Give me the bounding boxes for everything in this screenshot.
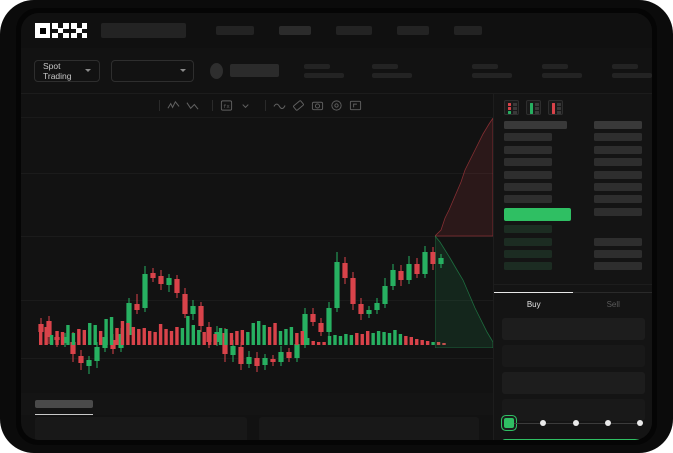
orderbook-bid-row[interactable] (504, 237, 642, 246)
order-form-row-1[interactable] (502, 318, 645, 340)
panel-divider (494, 284, 652, 285)
pair-name (230, 64, 279, 77)
gridline (21, 300, 493, 301)
price-chart[interactable] (21, 118, 493, 393)
orderbook-mark-price (504, 207, 642, 221)
stepper-track (514, 422, 541, 424)
order-book[interactable] (494, 121, 652, 296)
orders-tab-bar (21, 393, 493, 415)
fullscreen-icon[interactable] (349, 99, 362, 112)
stepper-step-2[interactable] (540, 420, 547, 426)
stepper-step-1-active[interactable] (504, 418, 514, 428)
search-input[interactable] (101, 23, 186, 38)
tab-open-orders[interactable] (35, 400, 93, 415)
logo-letter-x (71, 23, 87, 38)
orderbook-bid-row[interactable] (504, 249, 642, 258)
orderbook-col-price (504, 121, 567, 129)
orderbook-ask-row[interactable] (504, 145, 642, 154)
stat-item (542, 63, 582, 78)
top-navigation-bar (21, 13, 652, 48)
orderbook-mode-asks[interactable] (548, 100, 563, 115)
depth-chart-overlay (435, 118, 493, 348)
indicators-icon[interactable]: fx (220, 99, 233, 112)
orderbook-ask-row[interactable] (504, 182, 642, 191)
orderbook-ask-row[interactable] (504, 133, 642, 142)
pair-avatar (210, 62, 224, 79)
bottom-panel-left[interactable] (35, 417, 247, 440)
tab-buy[interactable]: Buy (526, 300, 541, 309)
buy-submit-button[interactable] (502, 439, 645, 440)
order-form-row-4[interactable] (502, 399, 645, 421)
orderbook-bid-row[interactable] (504, 262, 642, 271)
order-form (494, 318, 652, 426)
settings-icon[interactable] (330, 99, 343, 112)
chevron-down-icon (85, 69, 92, 72)
toolbar-divider (265, 100, 266, 111)
nav-item-5[interactable] (454, 26, 482, 35)
orderbook-mode-both[interactable] (504, 100, 519, 115)
logo-letter-k (52, 23, 69, 38)
nav-items (216, 26, 482, 35)
amount-stepper[interactable] (494, 413, 652, 433)
stat-item (372, 63, 412, 78)
candlestick-series (38, 246, 444, 374)
order-panel: Buy Sell (493, 94, 652, 440)
orderbook-mode-toggles (494, 94, 652, 121)
market-stats-right (472, 63, 652, 78)
wave-icon[interactable] (273, 99, 286, 112)
orderbook-ask-row[interactable] (504, 158, 642, 167)
app-screen: Spot Trading (21, 13, 652, 440)
tab-sell[interactable]: Sell (606, 300, 620, 309)
trading-mode-select[interactable]: Spot Trading (34, 59, 101, 82)
chart-type-icon[interactable] (186, 99, 199, 112)
stepper-step-3[interactable] (572, 420, 579, 426)
orderbook-mode-bids[interactable] (526, 100, 541, 115)
trading-mode-label: Spot Trading (43, 60, 72, 81)
orderbook-bid-row[interactable] (504, 225, 642, 234)
market-stats-left (304, 63, 412, 78)
stepper-step-5[interactable] (637, 420, 643, 426)
okx-logo[interactable] (35, 23, 87, 38)
bottom-panels (21, 417, 493, 440)
stepper-step-4[interactable] (604, 420, 611, 426)
order-form-row-3[interactable] (502, 372, 645, 394)
orderbook-ask-row[interactable] (504, 195, 642, 204)
ruler-icon[interactable] (292, 99, 305, 112)
logo-letter-o (35, 23, 50, 38)
svg-text:fx: fx (223, 104, 230, 110)
nav-item-1[interactable] (216, 26, 254, 35)
gridline (21, 173, 493, 174)
device-bezel: Spot Trading (16, 8, 657, 445)
nav-item-2[interactable] (279, 26, 311, 35)
line-chart-icon[interactable] (167, 99, 180, 112)
chevron-down-icon[interactable] (239, 99, 252, 112)
stepper-track (546, 422, 573, 424)
orderbook-ask-row[interactable] (504, 170, 642, 179)
order-form-row-2[interactable] (502, 345, 645, 367)
pair-select[interactable] (111, 59, 195, 82)
toolbar-divider (159, 100, 160, 111)
orderbook-header (504, 121, 642, 129)
stat-item (472, 63, 512, 78)
stat-item (612, 63, 652, 78)
chevron-down-icon (180, 69, 187, 72)
orderbook-col-amount (594, 121, 642, 129)
stepper-track (610, 422, 637, 424)
chart-toolbar: fx (21, 94, 493, 118)
tab-open-orders-label (35, 400, 93, 408)
stepper-track (578, 422, 605, 424)
gridline (21, 236, 493, 237)
nav-item-3[interactable] (336, 26, 372, 35)
camera-icon[interactable] (311, 99, 324, 112)
buy-sell-tabs: Buy Sell (494, 291, 652, 316)
nav-item-4[interactable] (397, 26, 429, 35)
stat-item (304, 63, 344, 78)
volume-histogram (39, 316, 446, 345)
toolbar-divider (212, 100, 213, 111)
bottom-panel-right[interactable] (259, 417, 479, 440)
trading-subheader: Spot Trading (21, 48, 652, 94)
